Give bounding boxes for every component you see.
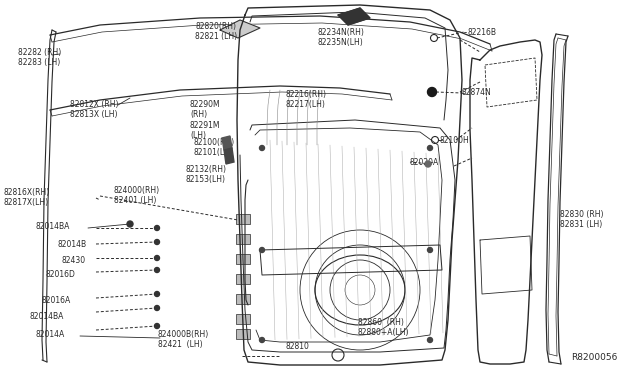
Bar (236, 234, 250, 244)
Bar (236, 254, 250, 264)
Text: 82100(RH)
82101(LH): 82100(RH) 82101(LH) (194, 138, 235, 157)
Bar (236, 214, 250, 224)
Polygon shape (224, 148, 234, 164)
Circle shape (154, 256, 159, 260)
Text: 824000(RH)
82401 (LH): 824000(RH) 82401 (LH) (114, 186, 160, 205)
Circle shape (154, 292, 159, 296)
Text: 82860  (RH)
82880+A(LH): 82860 (RH) 82880+A(LH) (358, 318, 410, 337)
Circle shape (154, 225, 159, 231)
Text: 82014BA: 82014BA (36, 222, 70, 231)
Polygon shape (222, 136, 232, 150)
Text: 82014B: 82014B (58, 240, 87, 249)
Text: 82014BA: 82014BA (30, 312, 65, 321)
Circle shape (428, 145, 433, 151)
Polygon shape (220, 20, 260, 38)
Text: 82016A: 82016A (42, 296, 71, 305)
Bar (236, 274, 250, 284)
Text: 82100H: 82100H (440, 136, 470, 145)
Text: 82020A: 82020A (410, 158, 439, 167)
Text: 82874N: 82874N (462, 88, 492, 97)
Circle shape (154, 305, 159, 311)
Text: 82830 (RH)
82831 (LH): 82830 (RH) 82831 (LH) (560, 210, 604, 230)
Text: 82014A: 82014A (36, 330, 65, 339)
Text: 82290M
(RH)
82291M
(LH): 82290M (RH) 82291M (LH) (190, 100, 221, 140)
Bar (236, 294, 250, 304)
Text: 82216B: 82216B (468, 28, 497, 37)
Bar (236, 329, 250, 339)
Polygon shape (338, 8, 370, 25)
Text: R8200056: R8200056 (572, 353, 618, 362)
Circle shape (127, 221, 133, 227)
Text: 82820(RH)
82821 (LH): 82820(RH) 82821 (LH) (195, 22, 237, 41)
Circle shape (428, 87, 436, 96)
Text: 82812X (RH)
82813X (LH): 82812X (RH) 82813X (LH) (70, 100, 118, 119)
Circle shape (154, 324, 159, 328)
Text: 82282 (RH)
82283 (LH): 82282 (RH) 82283 (LH) (18, 48, 61, 67)
Circle shape (259, 337, 264, 343)
Circle shape (425, 161, 431, 167)
Circle shape (428, 337, 433, 343)
Text: 82132(RH)
82153(LH): 82132(RH) 82153(LH) (186, 165, 227, 185)
Text: 82430: 82430 (62, 256, 86, 265)
Bar (236, 314, 250, 324)
Text: 82016D: 82016D (46, 270, 76, 279)
Circle shape (154, 240, 159, 244)
Text: 82216(RH)
82217(LH): 82216(RH) 82217(LH) (286, 90, 327, 109)
Text: 82810: 82810 (285, 342, 309, 351)
Text: 82816X(RH)
82817X(LH): 82816X(RH) 82817X(LH) (4, 188, 51, 208)
Circle shape (259, 145, 264, 151)
Text: 82234N(RH)
82235N(LH): 82234N(RH) 82235N(LH) (318, 28, 365, 47)
Circle shape (428, 247, 433, 253)
Circle shape (259, 247, 264, 253)
Text: 824000B(RH)
82421  (LH): 824000B(RH) 82421 (LH) (158, 330, 209, 349)
Circle shape (154, 267, 159, 273)
